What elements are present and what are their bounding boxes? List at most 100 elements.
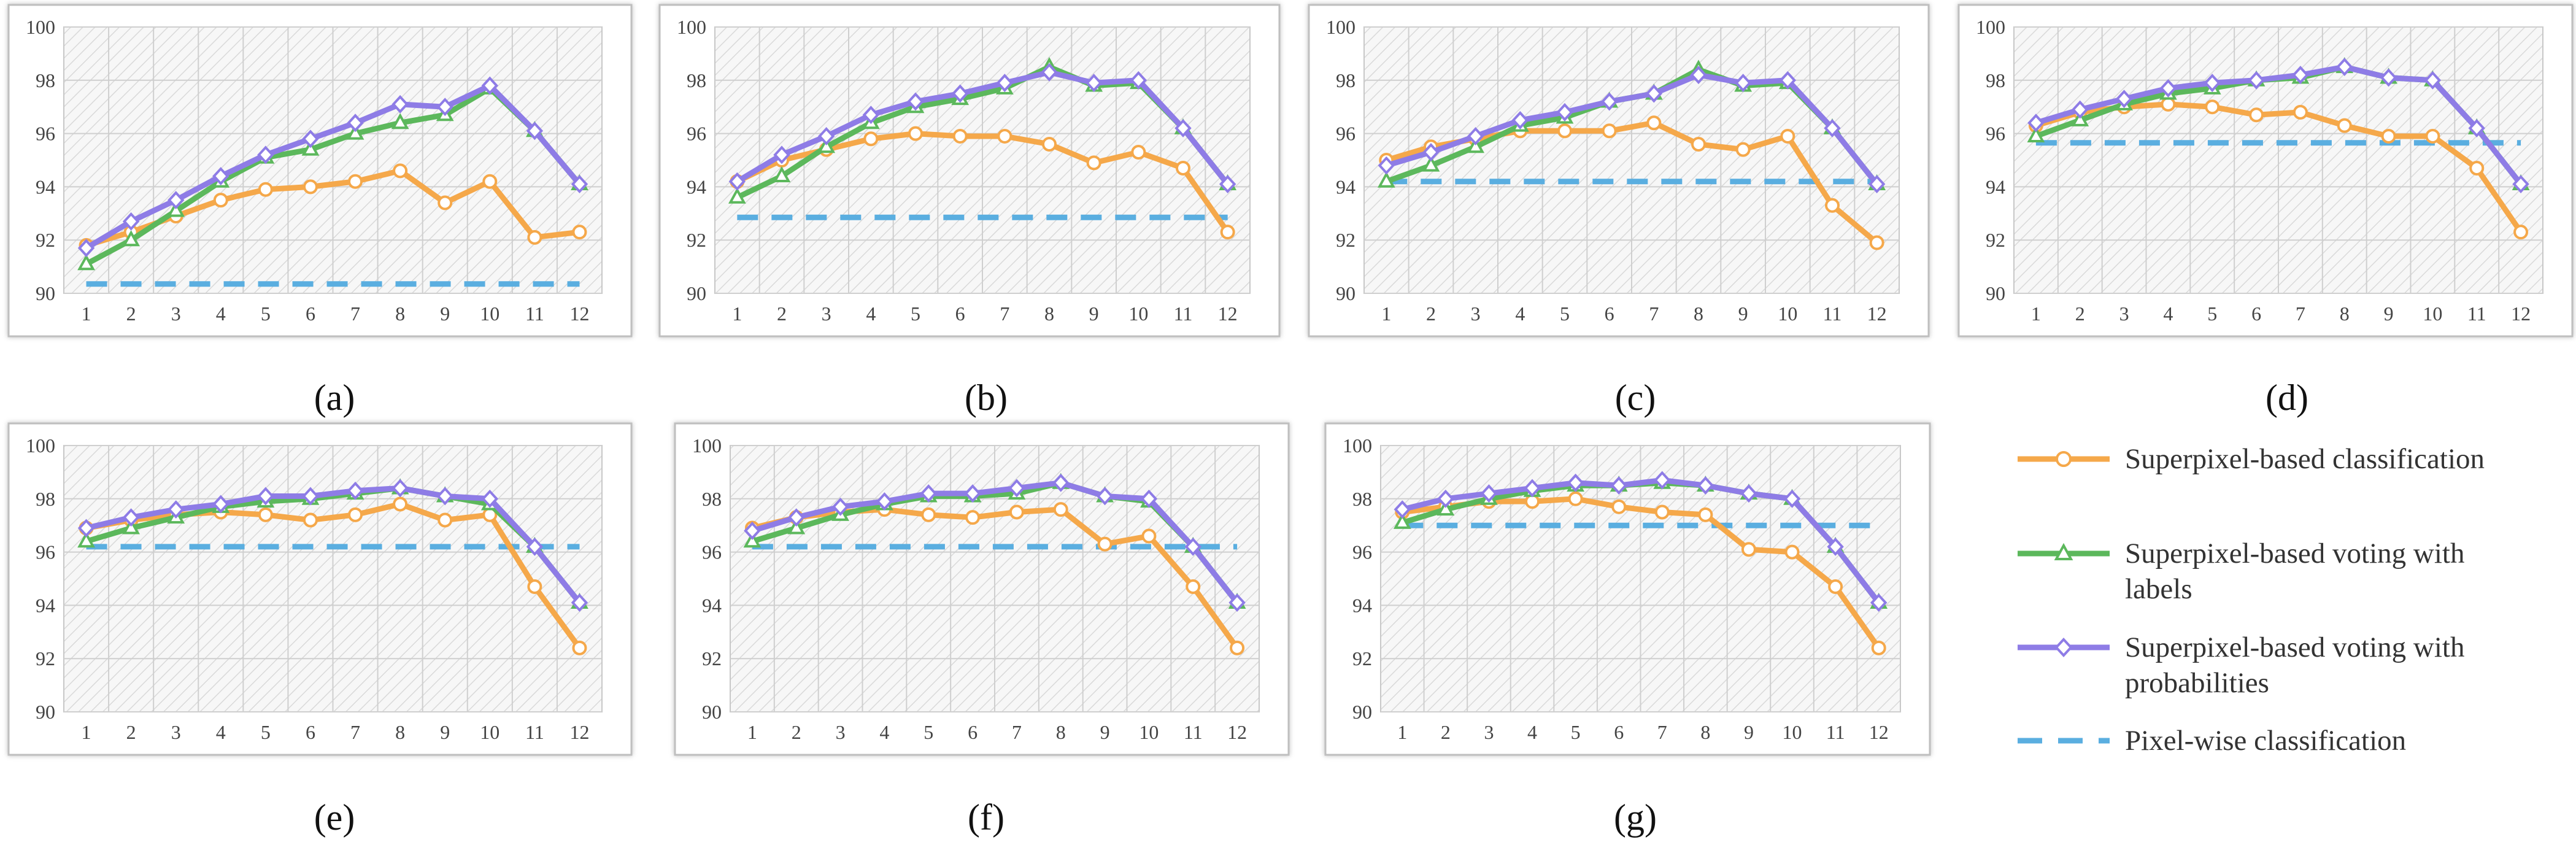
x-tick-label: 10 xyxy=(1139,721,1159,743)
data-point xyxy=(997,128,1012,144)
data-point xyxy=(2071,110,2089,126)
y-tick-label: 96 xyxy=(1352,541,1372,563)
legend-item-pixelwise: Pixel-wise classification xyxy=(2018,725,2406,757)
legend-item-superpixel-classification: Superpixel-based classification xyxy=(2018,443,2485,475)
data-point xyxy=(1377,171,1395,188)
data-point xyxy=(817,137,836,153)
data-point xyxy=(1422,143,1440,161)
data-point xyxy=(787,518,806,535)
data-point xyxy=(1186,579,1201,595)
data-point xyxy=(1740,484,1757,503)
series-line xyxy=(85,82,582,251)
legend-marker xyxy=(2054,638,2073,657)
series-line xyxy=(736,69,1230,186)
data-point xyxy=(952,128,968,144)
data-point xyxy=(391,113,409,129)
y-tick-label: 90 xyxy=(1986,282,2005,304)
data-point xyxy=(1611,499,1627,514)
x-tick-label: 8 xyxy=(395,721,405,743)
data-point xyxy=(1602,123,1617,139)
data-point xyxy=(77,519,95,538)
x-tick-label: 1 xyxy=(82,721,91,743)
data-point xyxy=(526,537,544,556)
data-point xyxy=(572,640,587,655)
data-point xyxy=(571,593,588,612)
subplot-label: (b) xyxy=(965,377,1008,418)
x-tick-label: 3 xyxy=(171,721,181,743)
data-point xyxy=(167,500,185,519)
data-point xyxy=(346,123,364,140)
data-point xyxy=(2512,175,2529,194)
series-voting-probabilities xyxy=(1378,66,1886,194)
series-voting-probabilities xyxy=(2027,58,2529,194)
x-tick-label: 6 xyxy=(2251,303,2261,325)
y-tick-label: 92 xyxy=(1986,229,2005,251)
legend-label: Superpixel-based classification xyxy=(2125,443,2485,475)
data-point xyxy=(1174,118,1192,137)
data-point xyxy=(527,230,542,245)
x-tick-label: 7 xyxy=(1012,721,1022,743)
x-tick-label: 1 xyxy=(1397,721,1407,743)
x-tick-label: 11 xyxy=(1823,303,1842,325)
legend-marker xyxy=(2056,451,2072,467)
x-tick-label: 5 xyxy=(261,303,271,325)
x-tick-label: 5 xyxy=(1560,303,1570,325)
x-tick-label: 7 xyxy=(1657,721,1667,743)
data-point xyxy=(1141,528,1157,544)
data-point xyxy=(1219,175,1236,194)
y-tick-label: 92 xyxy=(687,229,706,251)
data-point xyxy=(303,512,318,528)
x-tick-label: 8 xyxy=(1700,721,1710,743)
data-point xyxy=(257,487,274,506)
y-tick-label: 98 xyxy=(36,69,55,91)
y-tick-label: 92 xyxy=(36,647,55,670)
data-point xyxy=(571,175,588,194)
data-point xyxy=(1053,502,1068,517)
data-point xyxy=(1378,156,1395,175)
x-tick-label: 11 xyxy=(1826,721,1845,743)
y-tick-label: 94 xyxy=(1336,176,1355,198)
x-tick-label: 3 xyxy=(2119,303,2129,325)
data-point xyxy=(1741,542,1756,557)
data-point xyxy=(303,179,318,195)
x-tick-label: 2 xyxy=(1426,303,1436,325)
data-point xyxy=(258,507,273,522)
data-point xyxy=(526,122,544,141)
data-point xyxy=(1436,500,1455,516)
data-point xyxy=(1654,471,1671,490)
data-point xyxy=(1568,491,1583,506)
data-point xyxy=(831,497,849,516)
legend-label: Pixel-wise classification xyxy=(2125,725,2406,757)
data-point xyxy=(2072,100,2089,119)
data-point xyxy=(744,521,761,540)
x-tick-label: 4 xyxy=(866,303,876,325)
y-tick-label: 94 xyxy=(702,594,722,616)
x-tick-label: 10 xyxy=(1128,303,1148,325)
data-point xyxy=(1524,479,1541,498)
data-point xyxy=(2380,68,2397,87)
x-tick-label: 9 xyxy=(1100,721,1110,743)
y-tick-label: 96 xyxy=(1986,123,2005,145)
data-point xyxy=(1511,110,1529,129)
data-point xyxy=(1690,66,1707,85)
y-tick-label: 94 xyxy=(1986,176,2005,198)
x-tick-label: 12 xyxy=(1218,303,1238,325)
data-point xyxy=(2337,118,2352,133)
x-tick-label: 7 xyxy=(1649,303,1659,325)
data-point xyxy=(438,512,453,528)
data-point xyxy=(2248,71,2265,90)
data-point xyxy=(1824,118,1841,137)
data-point xyxy=(77,531,95,548)
subplot-label: (c) xyxy=(1615,377,1656,418)
data-point xyxy=(436,98,453,117)
data-point xyxy=(393,163,408,179)
x-tick-label: 11 xyxy=(1174,303,1193,325)
y-tick-label: 98 xyxy=(702,488,722,510)
data-point xyxy=(2293,104,2308,120)
y-tick-label: 94 xyxy=(36,594,55,616)
x-tick-label: 1 xyxy=(732,303,742,325)
y-tick-label: 98 xyxy=(687,69,706,91)
x-tick-label: 4 xyxy=(216,303,226,325)
data-point xyxy=(1422,155,1440,172)
y-tick-label: 90 xyxy=(36,282,55,304)
